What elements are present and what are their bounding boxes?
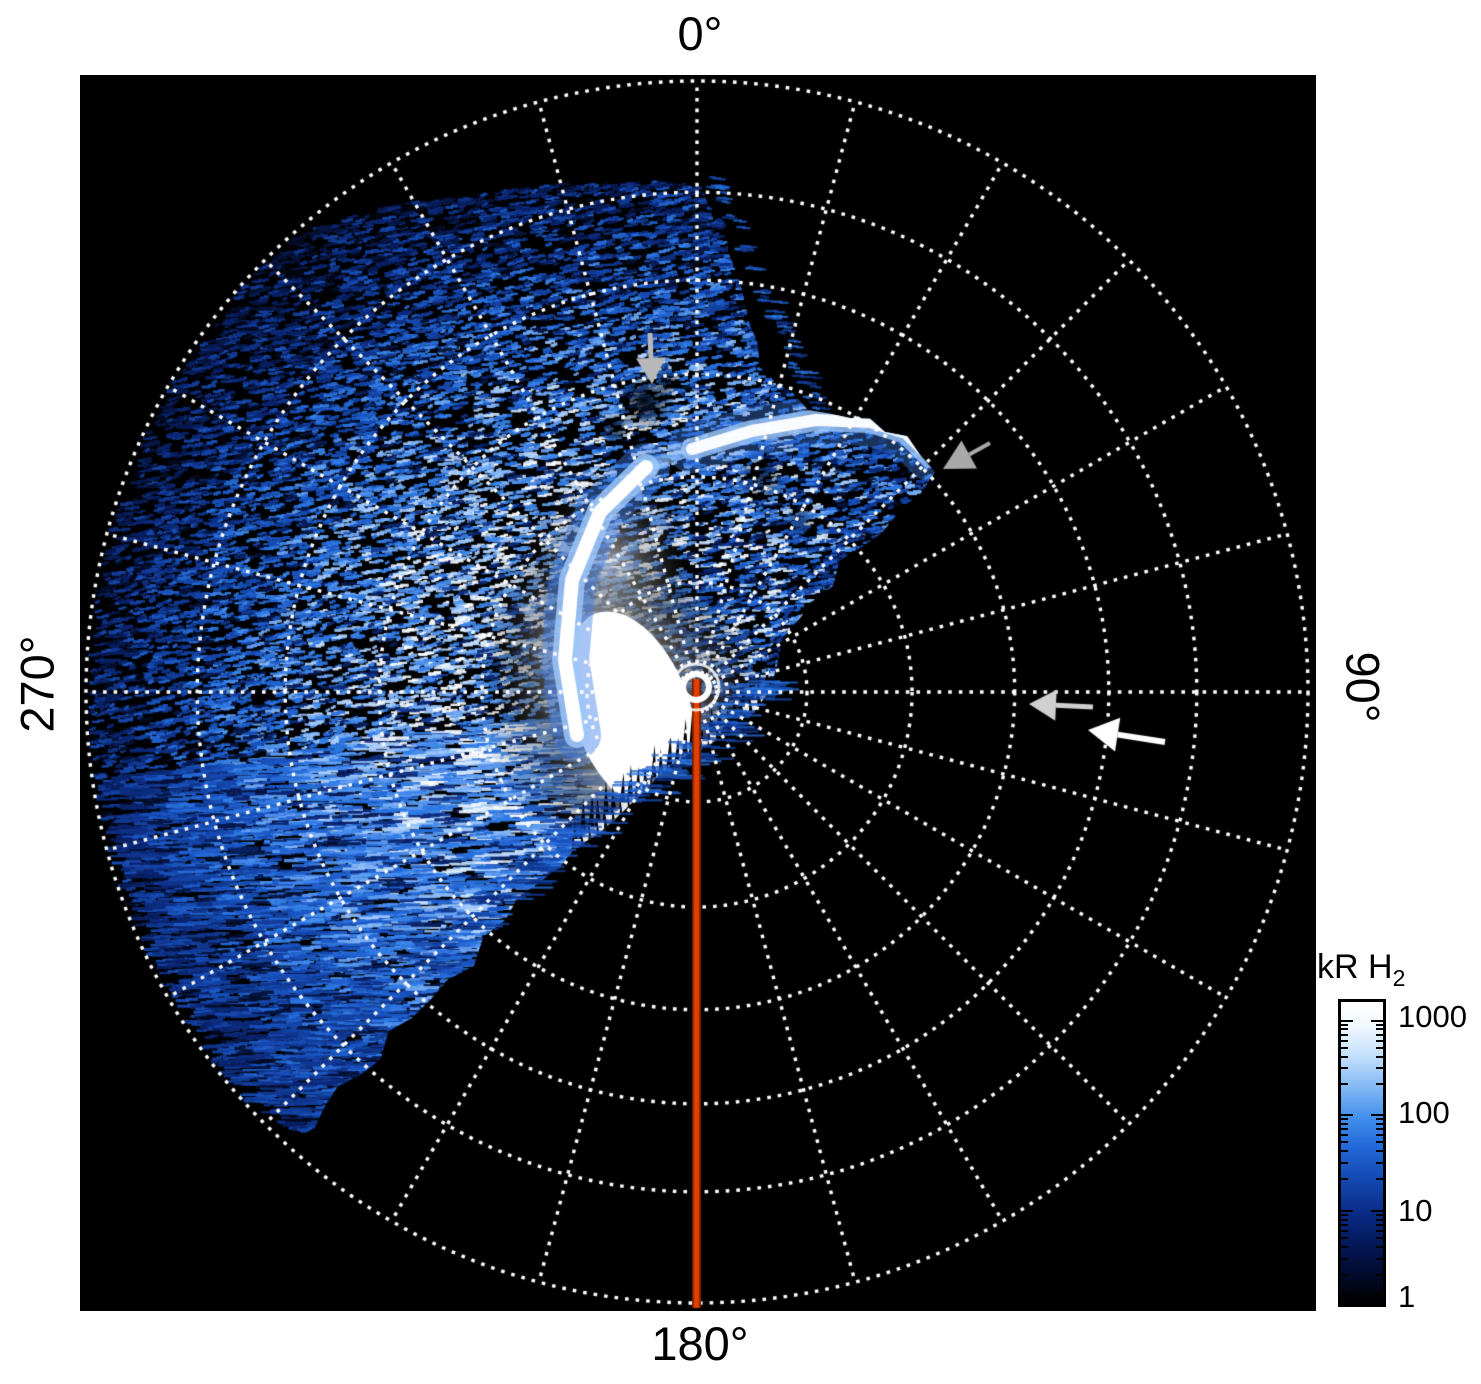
colorbar-minor-tickmark <box>1341 1218 1348 1221</box>
colorbar-major-tickmark <box>1371 1019 1383 1022</box>
colorbar-minor-tickmark <box>1376 1117 1383 1120</box>
colorbar-minor-tickmark <box>1376 1273 1383 1276</box>
colorbar-minor-tickmark <box>1376 1134 1383 1137</box>
colorbar-minor-tickmark <box>1341 1213 1348 1216</box>
colorbar-minor-tickmark <box>1341 1257 1348 1260</box>
colorbar-major-tickmark <box>1341 1113 1353 1116</box>
colorbar-minor-tickmark <box>1376 1127 1383 1130</box>
colorbar-title-sub: 2 <box>1392 964 1406 991</box>
colorbar-major-tickmark <box>1341 1019 1353 1022</box>
angle-label-0: 0° <box>677 7 723 60</box>
aurora-polar-image <box>80 75 1316 1311</box>
colorbar-minor-tickmark <box>1341 1039 1348 1042</box>
colorbar-minor-tickmark <box>1341 1023 1348 1026</box>
colorbar-minor-tickmark <box>1341 1028 1348 1031</box>
colorbar-title: kR H2 <box>1317 948 1405 992</box>
colorbar-minor-tickmark <box>1376 1023 1383 1026</box>
colorbar-minor-tickmark <box>1376 1230 1383 1233</box>
angle-label-180: 180° <box>651 1317 749 1370</box>
colorbar-tick-1: 1 <box>1398 1278 1416 1314</box>
colorbar-minor-tickmark <box>1376 1039 1383 1042</box>
colorbar-minor-tickmark <box>1341 1177 1348 1180</box>
colorbar-major-tickmark <box>1371 1294 1383 1297</box>
colorbar-minor-tickmark <box>1341 1122 1348 1125</box>
colorbar-minor-tickmark <box>1341 1141 1348 1144</box>
angle-label-90: 90° <box>1336 651 1390 723</box>
colorbar-tick-100: 100 <box>1398 1094 1450 1130</box>
colorbar-minor-tickmark <box>1341 1134 1348 1137</box>
colorbar <box>1338 999 1386 1307</box>
colorbar-minor-tickmark <box>1341 1150 1348 1153</box>
colorbar-minor-tickmark <box>1376 1122 1383 1125</box>
colorbar-minor-tickmark <box>1376 1150 1383 1153</box>
colorbar-minor-tickmark <box>1341 1047 1348 1050</box>
colorbar-minor-tickmark <box>1376 1033 1383 1036</box>
colorbar-minor-tickmark <box>1376 1237 1383 1240</box>
colorbar-minor-tickmark <box>1376 1213 1383 1216</box>
colorbar-minor-tickmark <box>1376 1161 1383 1164</box>
colorbar-minor-tickmark <box>1376 1141 1383 1144</box>
colorbar-minor-tickmark <box>1341 1083 1348 1086</box>
colorbar-major-tickmark <box>1341 1294 1353 1297</box>
colorbar-tick-1000: 1000 <box>1398 998 1467 1034</box>
colorbar-minor-tickmark <box>1376 1055 1383 1058</box>
colorbar-minor-tickmark <box>1341 1237 1348 1240</box>
colorbar-minor-tickmark <box>1376 1257 1383 1260</box>
colorbar-minor-tickmark <box>1341 1067 1348 1070</box>
colorbar-major-tickmark <box>1341 1209 1353 1212</box>
colorbar-minor-tickmark <box>1376 1083 1383 1086</box>
colorbar-minor-tickmark <box>1341 1055 1348 1058</box>
colorbar-minor-tickmark <box>1341 1223 1348 1226</box>
colorbar-minor-tickmark <box>1341 1161 1348 1164</box>
colorbar-minor-tickmark <box>1341 1230 1348 1233</box>
colorbar-major-tickmark <box>1371 1113 1383 1116</box>
colorbar-minor-tickmark <box>1341 1273 1348 1276</box>
colorbar-major-tickmark <box>1371 1209 1383 1212</box>
colorbar-minor-tickmark <box>1376 1218 1383 1221</box>
colorbar-minor-tickmark <box>1341 1033 1348 1036</box>
colorbar-title-main: kR H <box>1317 948 1393 986</box>
colorbar-minor-tickmark <box>1341 1246 1348 1249</box>
colorbar-minor-tickmark <box>1376 1177 1383 1180</box>
colorbar-minor-tickmark <box>1341 1117 1348 1120</box>
colorbar-tick-10: 10 <box>1398 1192 1433 1228</box>
colorbar-minor-tickmark <box>1341 1127 1348 1130</box>
colorbar-minor-tickmark <box>1376 1047 1383 1050</box>
angle-label-270: 270° <box>10 635 64 733</box>
colorbar-minor-tickmark <box>1376 1223 1383 1226</box>
colorbar-minor-tickmark <box>1376 1028 1383 1031</box>
colorbar-minor-tickmark <box>1376 1067 1383 1070</box>
colorbar-minor-tickmark <box>1376 1246 1383 1249</box>
